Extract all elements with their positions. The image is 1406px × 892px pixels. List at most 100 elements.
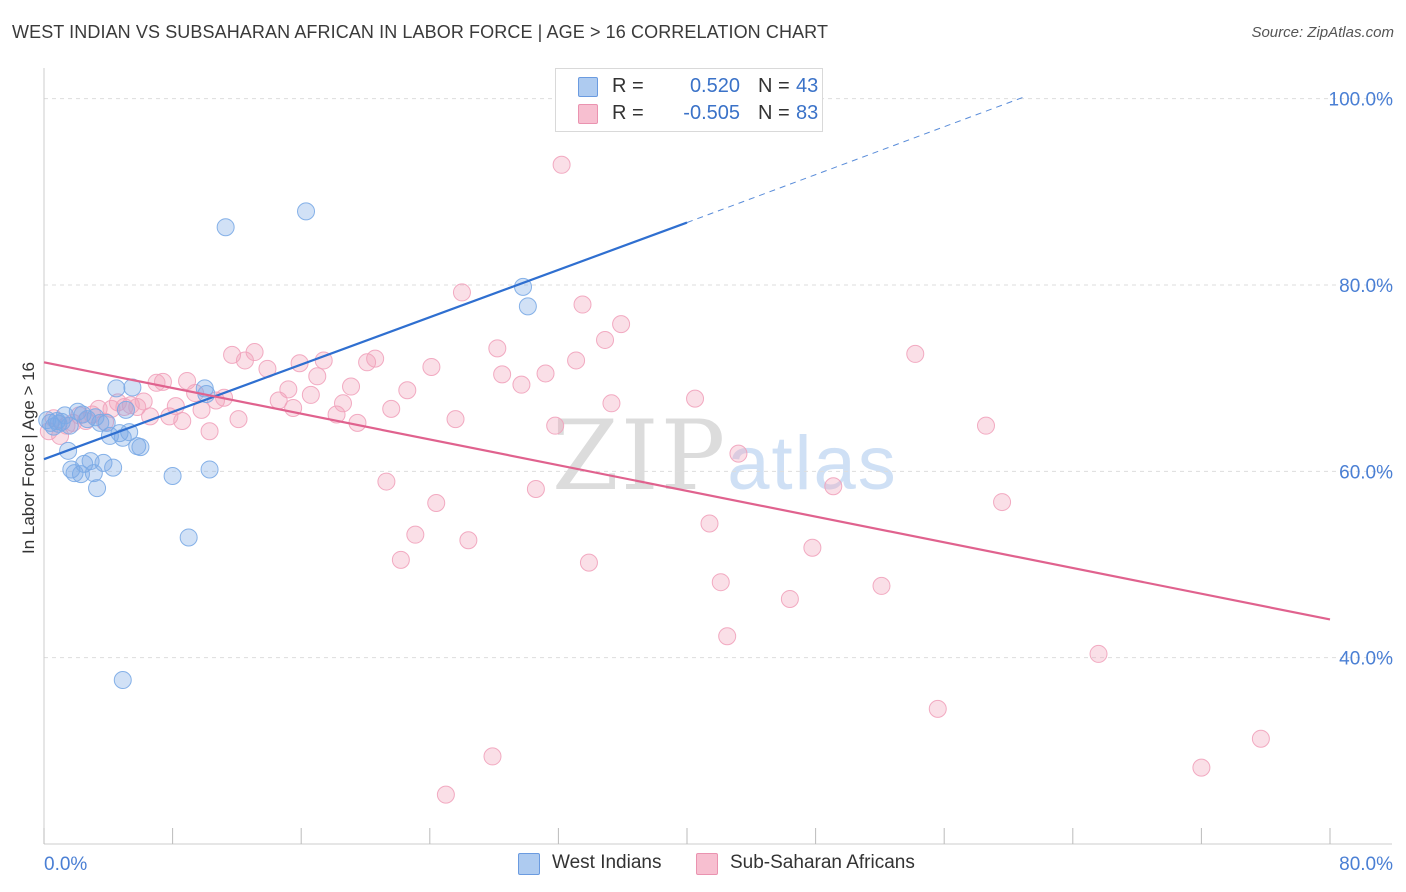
data-point (493, 365, 512, 384)
data-point (573, 295, 592, 314)
data-point (427, 493, 446, 512)
data-point (382, 399, 401, 418)
legend-r-label: R = (612, 102, 644, 124)
data-point (327, 405, 346, 424)
data-point (483, 747, 502, 766)
trend-line-sub-saharan (43, 361, 1331, 621)
data-point (91, 413, 110, 432)
data-point (366, 349, 385, 368)
data-point (1089, 644, 1108, 663)
data-point (928, 699, 947, 718)
data-point (113, 671, 132, 690)
source-label: Source: ZipAtlas.com (1251, 24, 1394, 41)
data-point (377, 472, 396, 491)
data-point (579, 553, 598, 572)
data-point (200, 422, 219, 441)
bottom-legend-label: Sub-Saharan Africans (730, 852, 915, 873)
data-point (301, 385, 320, 404)
data-point (711, 573, 730, 592)
tick-labels: 40.0% 60.0% 80.0% 100.0% 0.0% 80.0% (44, 90, 1393, 875)
data-point (1192, 758, 1211, 777)
bottom-legend-swatch-sub-saharan (696, 853, 718, 875)
data-point (452, 283, 471, 302)
y-tick-label: 40.0% (1339, 649, 1393, 670)
data-point (718, 627, 737, 646)
trend-lines (43, 96, 1331, 621)
legend-box: R = 0.520 N = 43 R = -0.505 N = 83 (555, 68, 823, 132)
series-west-indians (38, 202, 537, 690)
data-point (780, 589, 799, 608)
x-tick-label: 0.0% (44, 854, 87, 875)
data-point (526, 480, 545, 499)
data-point (68, 402, 87, 421)
data-point (200, 460, 219, 479)
x-tick-label: 80.0% (1339, 854, 1393, 875)
data-point (596, 330, 615, 349)
legend-n-label: N = (758, 75, 790, 97)
data-point (536, 364, 555, 383)
data-point (906, 344, 925, 363)
legend-r-value: 0.520 (689, 75, 740, 97)
data-point (459, 531, 478, 550)
data-point (422, 357, 441, 376)
data-point (107, 379, 126, 398)
data-point (976, 416, 995, 435)
legend-swatch-sub-saharan (578, 104, 598, 124)
data-point (88, 479, 107, 498)
y-axis-label: In Labor Force | Age > 16 (19, 362, 38, 554)
data-point (134, 392, 153, 411)
data-point (179, 528, 198, 547)
data-point (65, 464, 84, 483)
data-point (104, 458, 123, 477)
data-point (229, 410, 248, 429)
data-point (872, 576, 891, 595)
legend-n-label: N = (758, 102, 790, 124)
legend-n-value: 43 (796, 75, 819, 97)
bottom-legend-swatch-west-indians (518, 853, 540, 875)
data-point (518, 297, 537, 316)
data-point (163, 466, 182, 485)
data-point (686, 389, 705, 408)
data-point (446, 410, 465, 429)
data-point (60, 416, 79, 435)
trend-line-west-indians-extension (686, 96, 1025, 224)
data-point (120, 423, 139, 442)
legend-swatch-west-indians (578, 77, 598, 97)
data-point (116, 400, 135, 419)
y-tick-label: 100.0% (1329, 90, 1394, 111)
axes (43, 68, 1392, 845)
data-point (824, 477, 843, 496)
data-point (94, 453, 113, 472)
series-sub-saharan-africans (39, 155, 1270, 804)
data-point (333, 394, 352, 413)
data-point (342, 377, 361, 396)
data-point (86, 408, 105, 427)
data-point (602, 394, 621, 413)
data-point (391, 550, 410, 569)
legend-n-value: 83 (796, 102, 819, 124)
legend-r-label: R = (612, 75, 644, 97)
bottom-legend-label: West Indians (552, 852, 662, 873)
data-point (71, 465, 90, 484)
data-point (612, 315, 631, 334)
data-point (166, 397, 185, 416)
data-point (700, 514, 719, 533)
data-point (567, 351, 586, 370)
data-point (993, 493, 1012, 512)
data-point (552, 155, 571, 174)
data-point (436, 785, 455, 804)
data-point (488, 339, 507, 358)
data-point (406, 525, 425, 544)
data-point (297, 202, 316, 221)
data-point (729, 444, 748, 463)
data-point (173, 412, 192, 431)
y-tick-label: 80.0% (1339, 276, 1393, 297)
data-point (38, 411, 57, 430)
data-point (245, 343, 264, 362)
y-tick-label: 60.0% (1339, 462, 1393, 483)
data-point (398, 381, 417, 400)
data-point (115, 398, 134, 417)
data-point (308, 367, 327, 386)
data-point (546, 416, 565, 435)
